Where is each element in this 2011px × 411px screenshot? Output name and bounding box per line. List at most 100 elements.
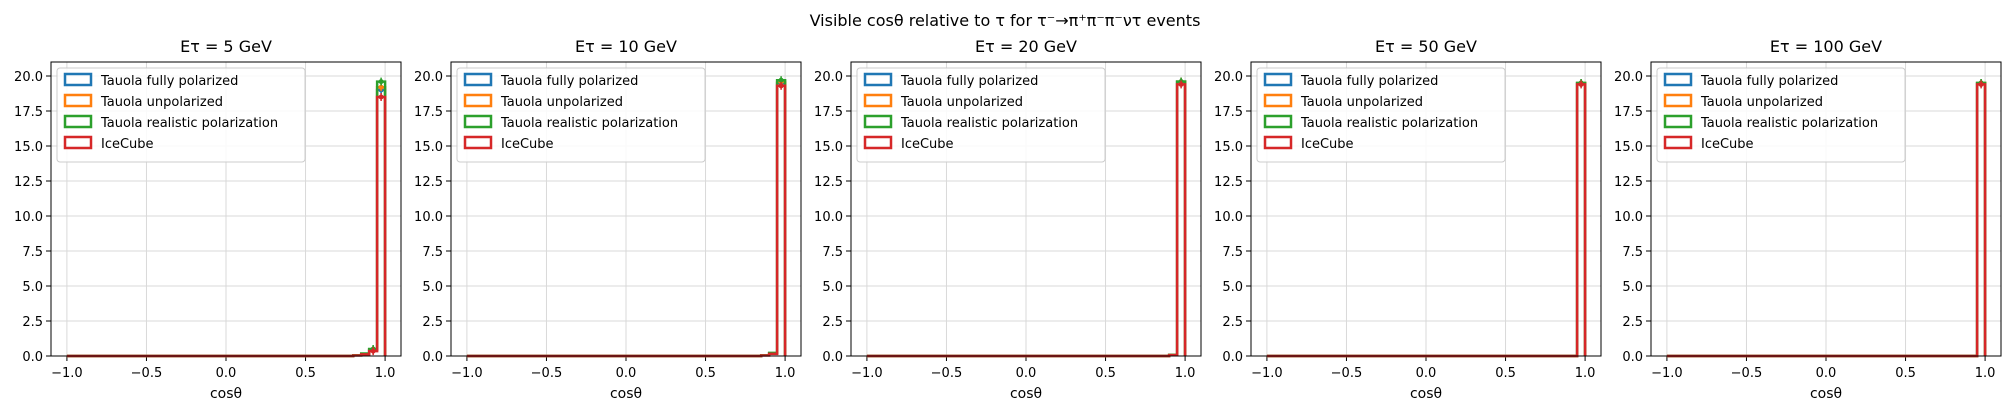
subplot-3: 0.0 2.5 5.0 7.5 10.0 12.5 15.0 17.5 20.0 −1.0 −0.5… xyxy=(814,37,1202,402)
legend-entry: Tauola fully polarized xyxy=(100,74,238,89)
x-tick-label: 0.5 xyxy=(295,366,316,381)
y-tick-label: 2.5 xyxy=(1622,315,1643,330)
y-tick-label: 17.5 xyxy=(1214,105,1243,120)
legend-entry: Tauola fully polarized xyxy=(900,74,1038,89)
x-tick-label: −0.5 xyxy=(531,366,563,381)
legend-box xyxy=(456,67,706,163)
legend-box xyxy=(1656,67,1906,163)
legend-entry: Tauola realistic polarization xyxy=(1700,116,1878,131)
y-tick-label: 2.5 xyxy=(822,315,843,330)
y-tick-label: 10.0 xyxy=(814,210,843,225)
x-tick-label: 0.0 xyxy=(1816,366,1837,381)
y-tick-label: 15.0 xyxy=(414,140,443,155)
y-tick-label: 12.5 xyxy=(1214,175,1243,190)
figure-title: Visible cosθ relative to τ for τ⁻→π⁺π⁻π⁻… xyxy=(810,11,1201,30)
y-tick-label: 12.5 xyxy=(1614,175,1643,190)
data-point xyxy=(778,77,784,83)
y-tick-label: 7.5 xyxy=(422,245,443,260)
data-point xyxy=(778,83,784,89)
x-tick-label: 0.0 xyxy=(616,366,637,381)
legend-entry: Tauola fully polarized xyxy=(1300,74,1438,89)
y-tick-label: 5.0 xyxy=(1222,280,1243,295)
x-tick-label: 0.5 xyxy=(1895,366,1916,381)
x-tick-label: −0.5 xyxy=(931,366,963,381)
legend-swatch xyxy=(1663,72,1693,87)
subplot-title: Eτ = 50 GeV xyxy=(1375,37,1477,56)
legend-entry: IceCube xyxy=(101,137,154,152)
legend-entry: Tauola unpolarized xyxy=(100,95,223,110)
legend-entry: Tauola realistic polarization xyxy=(1300,116,1478,131)
legend-entry: IceCube xyxy=(901,137,954,152)
x-tick-label: 0.5 xyxy=(695,366,716,381)
x-tick-label: 1.0 xyxy=(775,366,796,381)
subplot-4: 0.0 2.5 5.0 7.5 10.0 12.5 15.0 17.5 20.0 −1.0 −0.5… xyxy=(1214,37,1602,402)
axes-frame xyxy=(450,61,802,357)
data-point xyxy=(1178,81,1184,87)
legend-swatch xyxy=(863,72,893,87)
legend-swatch xyxy=(63,135,93,150)
legend-swatch xyxy=(863,135,893,150)
legend-swatch xyxy=(63,114,93,129)
legend-entry: Tauola unpolarized xyxy=(900,95,1023,110)
y-tick-label: 5.0 xyxy=(1622,280,1643,295)
x-axis-label: cosθ xyxy=(610,386,642,402)
legend-swatch xyxy=(1263,93,1293,108)
data-point xyxy=(1578,81,1584,87)
legend-swatch xyxy=(463,72,493,87)
y-tick-label: 20.0 xyxy=(414,70,443,85)
y-tick-label: 20.0 xyxy=(1214,70,1243,85)
x-tick-label: 1.0 xyxy=(1975,366,1996,381)
y-tick-label: 20.0 xyxy=(1614,70,1643,85)
legend-box xyxy=(56,67,306,163)
y-tick-label: 7.5 xyxy=(822,245,843,260)
y-tick-label: 2.5 xyxy=(22,315,43,330)
y-tick-label: 12.5 xyxy=(14,175,43,190)
x-axis-label: cosθ xyxy=(210,386,242,402)
legend-swatch xyxy=(463,93,493,108)
y-tick-label: 15.0 xyxy=(814,140,843,155)
y-tick-label: 12.5 xyxy=(814,175,843,190)
legend-swatch xyxy=(863,93,893,108)
y-tick-label: 0.0 xyxy=(1622,350,1643,365)
subplot-1: 0.0 2.5 5.0 7.5 10.0 12.5 15.0 17.5 20.0 −1.0 −0.5… xyxy=(14,37,402,402)
legend-entry: Tauola fully polarized xyxy=(1700,74,1838,89)
legend-swatch xyxy=(1263,114,1293,129)
subplot-2: 0.0 2.5 5.0 7.5 10.0 12.5 15.0 17.5 20.0 −1.0 −0.5… xyxy=(414,37,802,402)
subplot-title: Eτ = 20 GeV xyxy=(975,37,1077,56)
legend-swatch xyxy=(1263,135,1293,150)
x-axis-label: cosθ xyxy=(1410,386,1442,402)
y-tick-label: 7.5 xyxy=(1622,245,1643,260)
x-tick-label: 1.0 xyxy=(1575,366,1596,381)
y-tick-label: 2.5 xyxy=(422,315,443,330)
x-tick-label: −1.0 xyxy=(1251,366,1283,381)
x-tick-label: 0.5 xyxy=(1095,366,1116,381)
legend-entry: IceCube xyxy=(501,137,554,152)
x-tick-label: −1.0 xyxy=(451,366,483,381)
legend-entry: Tauola unpolarized xyxy=(1700,95,1823,110)
x-tick-label: −0.5 xyxy=(1331,366,1363,381)
legend-box xyxy=(856,67,1106,163)
y-tick-label: 17.5 xyxy=(414,105,443,120)
x-axis-label: cosθ xyxy=(1810,386,1842,402)
data-point xyxy=(1978,81,1984,87)
x-tick-label: −0.5 xyxy=(131,366,163,381)
legend-entry: IceCube xyxy=(1301,137,1354,152)
x-tick-label: 1.0 xyxy=(1175,366,1196,381)
y-tick-label: 15.0 xyxy=(1214,140,1243,155)
legend-swatch xyxy=(1663,135,1693,150)
axes-frame xyxy=(850,61,1202,357)
x-tick-label: −1.0 xyxy=(851,366,883,381)
legend-entry: IceCube xyxy=(1701,137,1754,152)
x-tick-label: 0.0 xyxy=(216,366,237,381)
x-tick-label: −0.5 xyxy=(1731,366,1763,381)
y-tick-label: 15.0 xyxy=(1614,140,1643,155)
y-tick-label: 5.0 xyxy=(22,280,43,295)
y-tick-label: 0.0 xyxy=(822,350,843,365)
y-tick-label: 7.5 xyxy=(22,245,43,260)
y-tick-label: 7.5 xyxy=(1222,245,1243,260)
y-tick-label: 12.5 xyxy=(414,175,443,190)
x-tick-label: 1.0 xyxy=(375,366,396,381)
x-axis-label: cosθ xyxy=(1010,386,1042,402)
